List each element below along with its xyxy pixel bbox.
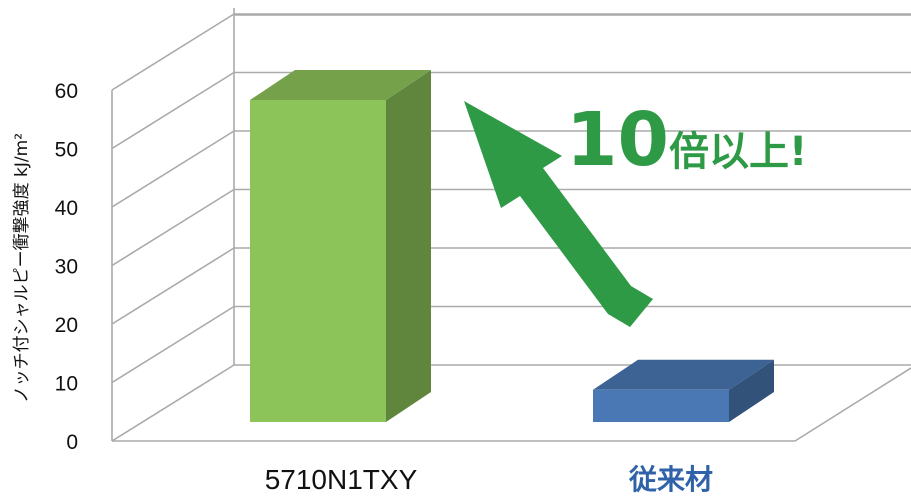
y-tick-label: 0 bbox=[66, 431, 78, 454]
y-tick-labels: 0 10 20 30 40 50 60 bbox=[55, 80, 78, 454]
gridline bbox=[111, 13, 911, 91]
callout-suffix: 倍以上! bbox=[669, 129, 807, 175]
increase-arrow-icon bbox=[464, 101, 653, 327]
gridline bbox=[111, 130, 911, 208]
gridline bbox=[111, 305, 911, 384]
category-labels: 5710N1TXY 従来材 bbox=[265, 464, 713, 495]
y-tick-label: 60 bbox=[55, 80, 78, 103]
category-label: 従来材 bbox=[628, 464, 713, 495]
bar-side-face bbox=[729, 359, 774, 422]
bar-side-face bbox=[386, 70, 431, 422]
y-axis-label: ノッチ付シャルピー衝撃強度 kJ/m² bbox=[12, 133, 32, 403]
y-tick-label: 50 bbox=[55, 139, 78, 162]
gridline bbox=[111, 71, 911, 150]
y-tick-label: 20 bbox=[55, 314, 78, 337]
callout-number: 10 bbox=[566, 97, 669, 183]
y-tick-label: 30 bbox=[55, 256, 78, 279]
category-label: 5710N1TXY bbox=[265, 464, 418, 495]
callout-text: 10倍以上! bbox=[566, 97, 807, 183]
floor-edge bbox=[112, 367, 911, 442]
y-tick-label: 10 bbox=[55, 373, 78, 396]
gridline bbox=[111, 364, 911, 442]
bar-1 bbox=[250, 70, 431, 422]
gridline bbox=[111, 247, 911, 325]
bar-front-face bbox=[593, 389, 729, 422]
bar-2 bbox=[593, 359, 774, 422]
bar-top-face bbox=[593, 359, 774, 390]
bars bbox=[250, 70, 774, 422]
gridlines bbox=[111, 13, 911, 442]
gridline bbox=[111, 188, 911, 267]
y-tick-label: 40 bbox=[55, 197, 78, 220]
bar-top-face bbox=[250, 70, 431, 100]
bar-front-face bbox=[250, 100, 386, 422]
